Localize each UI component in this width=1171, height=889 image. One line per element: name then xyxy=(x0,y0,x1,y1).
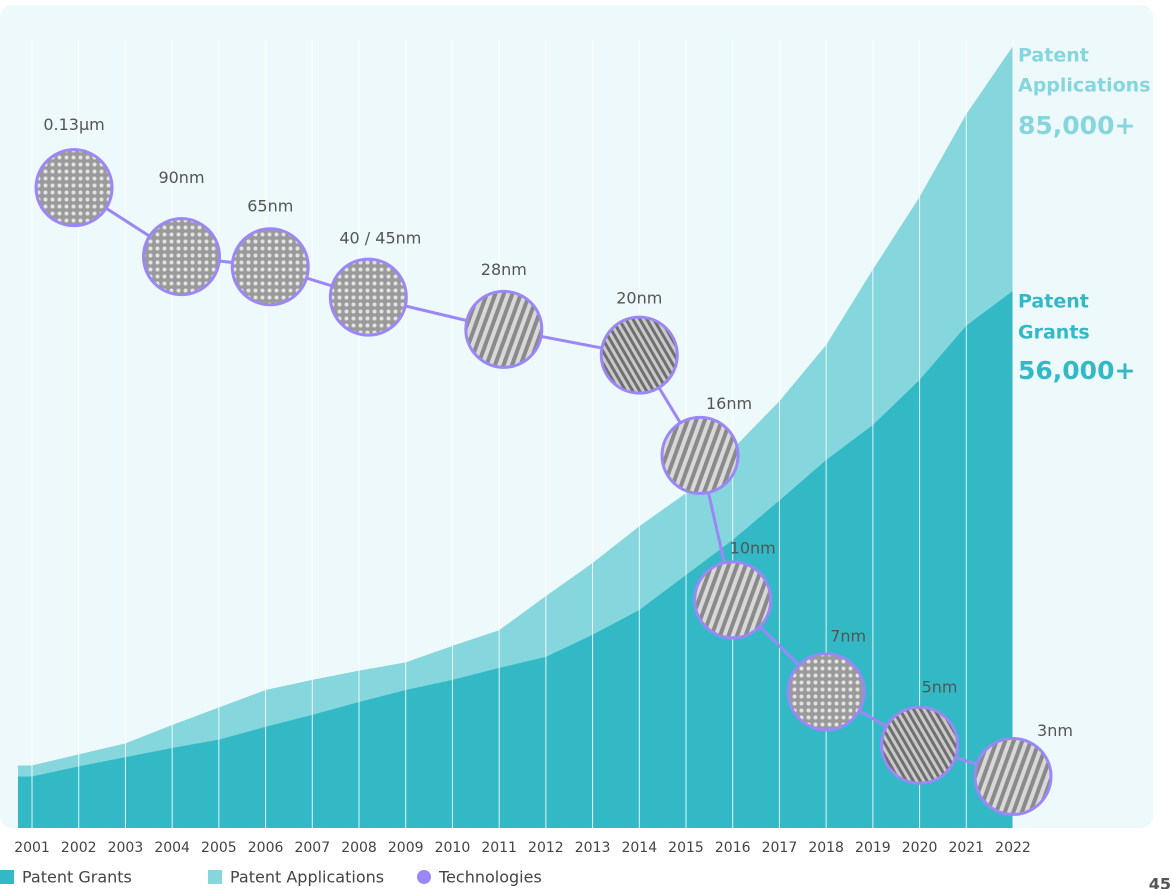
x-tick-label: 2020 xyxy=(902,840,938,856)
x-tick-label: 2021 xyxy=(948,840,984,856)
x-tick-label: 2019 xyxy=(855,840,891,856)
x-tick-label: 2004 xyxy=(154,840,190,856)
x-tick-label: 2012 xyxy=(528,840,564,856)
x-tick-label: 2003 xyxy=(108,840,144,856)
technology-label: 40 / 45nm xyxy=(339,229,421,248)
x-tick-label: 2007 xyxy=(294,840,330,856)
area xyxy=(18,290,1013,829)
technology-node xyxy=(464,289,544,369)
technology-label: 65nm xyxy=(247,196,293,215)
legend-swatch xyxy=(208,870,222,884)
technology-label: 16nm xyxy=(706,394,752,413)
page-number: 45 xyxy=(1149,875,1171,889)
x-tick-label: 2013 xyxy=(575,840,611,856)
x-tick-label: 2011 xyxy=(481,840,517,856)
x-tick-label: 2022 xyxy=(995,840,1031,856)
technology-label: 20nm xyxy=(616,289,662,308)
technology-node xyxy=(880,705,960,785)
annotation-label: Patent xyxy=(1018,45,1089,67)
annotation-label: Patent xyxy=(1018,291,1089,313)
technology-node xyxy=(599,315,679,395)
x-tick-label: 2006 xyxy=(248,840,284,856)
annotation-value: 56,000+ xyxy=(1018,356,1135,385)
annotation-value: 85,000+ xyxy=(1018,111,1135,140)
technology-label: 5nm xyxy=(922,678,958,697)
technology-node xyxy=(693,560,773,640)
x-tick-label: 2005 xyxy=(201,840,237,856)
legend-swatch xyxy=(417,870,431,884)
x-tick-label: 2017 xyxy=(762,840,798,856)
technology-label: 28nm xyxy=(481,260,527,279)
x-tick-label: 2009 xyxy=(388,840,424,856)
x-tick-label: 2016 xyxy=(715,840,751,856)
x-tick-label: 2001 xyxy=(14,840,50,856)
x-tick-label: 2008 xyxy=(341,840,377,856)
legend-label: Patent Applications xyxy=(230,868,384,887)
technology-node xyxy=(973,736,1053,816)
technology-label: 0.13µm xyxy=(43,115,104,134)
annotation-label: Grants xyxy=(1018,322,1090,344)
technology-node xyxy=(141,217,221,297)
x-tick-label: 2018 xyxy=(808,840,844,856)
x-tick-label: 2010 xyxy=(435,840,471,856)
technology-label: 10nm xyxy=(730,538,776,557)
technology-node xyxy=(328,257,408,337)
technology-label: 90nm xyxy=(158,168,204,187)
legend-label: Technologies xyxy=(438,868,542,887)
technology-label: 3nm xyxy=(1037,721,1073,740)
technology-node xyxy=(230,227,310,307)
technology-node xyxy=(34,148,114,228)
technology-label: 7nm xyxy=(830,626,866,645)
annotation-label: Applications xyxy=(1018,75,1151,97)
x-tick-label: 2015 xyxy=(668,840,704,856)
x-tick-label: 2014 xyxy=(621,840,657,856)
technology-node xyxy=(786,652,866,732)
technology-node xyxy=(660,415,740,495)
legend-swatch xyxy=(0,870,14,884)
legend-label: Patent Grants xyxy=(22,868,132,887)
x-tick-label: 2002 xyxy=(61,840,97,856)
